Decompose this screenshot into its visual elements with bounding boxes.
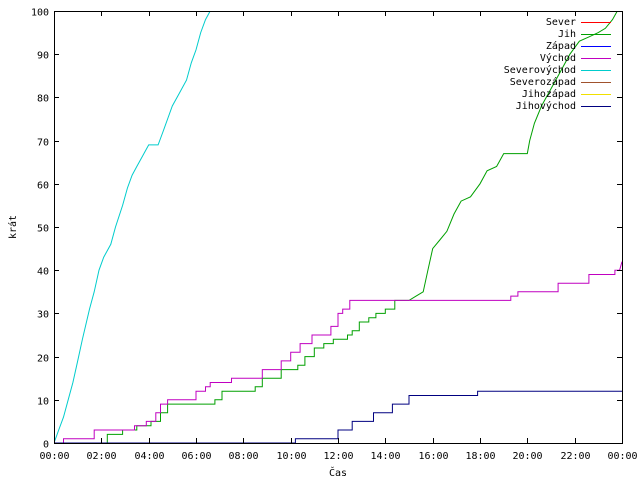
- x-tick-label: 18:00: [465, 451, 495, 462]
- x-tick-label: 10:00: [276, 451, 306, 462]
- legend-label: Jih: [558, 29, 576, 40]
- y-axis-ticks: 0 10 20 30 40 50 60 70 80 90 100: [31, 8, 622, 451]
- x-tick-label: 04:00: [134, 451, 164, 462]
- legend-label: Jihozápad: [522, 88, 576, 100]
- x-tick-label: 06:00: [181, 451, 211, 462]
- legend-label: Východ: [540, 52, 576, 64]
- y-tick-label: 60: [37, 181, 49, 192]
- y-tick-label: 40: [37, 267, 49, 278]
- x-tick-label: 08:00: [228, 451, 258, 462]
- x-tick-label: 20:00: [512, 451, 542, 462]
- series-line-vychod: [54, 261, 622, 443]
- x-tick-label: 16:00: [418, 451, 448, 462]
- legend-label: Sever: [546, 17, 576, 28]
- x-tick-label: 14:00: [370, 451, 400, 462]
- legend: SeverJihZápadVýchodSeverovýchodSeverozáp…: [504, 17, 611, 112]
- x-axis-ticks: 00:00 02:00 04:00 06:00 08:00 10:00 12:00 14:00…: [39, 11, 638, 462]
- legend-label: Jihovýchod: [516, 100, 576, 112]
- x-axis-label: Čas: [329, 466, 347, 479]
- y-tick-label: 100: [31, 8, 49, 19]
- legend-label: Severovýchod: [504, 64, 576, 76]
- legend-label: Severozápad: [510, 76, 576, 88]
- legend-label: Západ: [546, 40, 576, 52]
- x-tick-label: 12:00: [323, 451, 353, 462]
- y-tick-label: 0: [43, 440, 49, 451]
- y-tick-label: 80: [37, 94, 49, 105]
- y-tick-label: 70: [37, 138, 49, 149]
- x-tick-label: 00:00: [39, 451, 69, 462]
- y-tick-label: 90: [37, 51, 49, 62]
- series-line-jihovychod: [54, 390, 622, 443]
- series-layer: [54, 11, 622, 443]
- y-tick-label: 50: [37, 224, 49, 235]
- y-tick-label: 20: [37, 354, 49, 365]
- x-tick-label: 00:00: [607, 451, 637, 462]
- y-axis-label: krát: [7, 215, 19, 239]
- y-tick-label: 10: [37, 397, 49, 408]
- x-tick-label: 02:00: [86, 451, 116, 462]
- x-tick-label: 22:00: [560, 451, 590, 462]
- series-line-severovychod: [54, 11, 211, 443]
- y-tick-label: 30: [37, 310, 49, 321]
- series-line-jih: [54, 11, 618, 443]
